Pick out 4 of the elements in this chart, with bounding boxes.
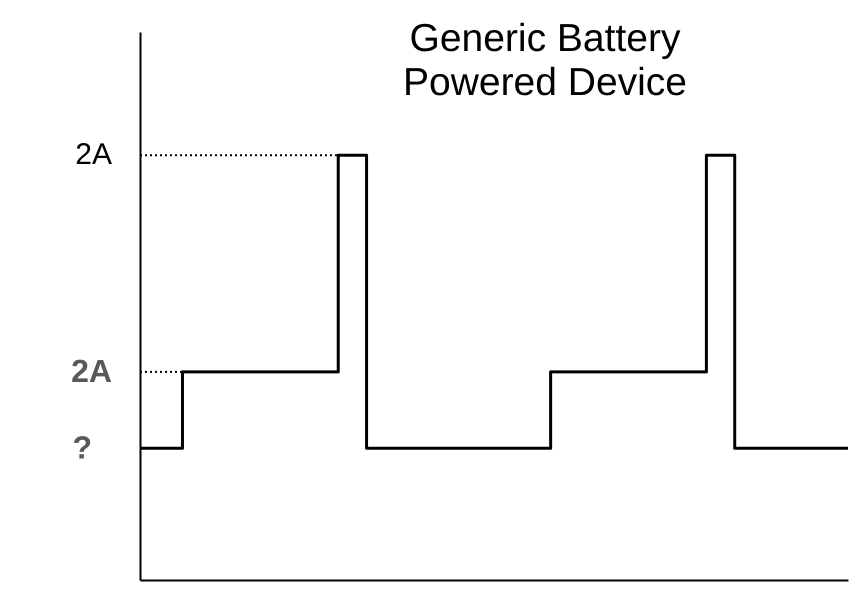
text: ?	[72, 429, 92, 466]
ref-line-label: 2A	[75, 138, 112, 172]
chart-title: Generic Battery Powered Device	[403, 17, 687, 104]
ref-line-label: 2A	[71, 352, 112, 389]
